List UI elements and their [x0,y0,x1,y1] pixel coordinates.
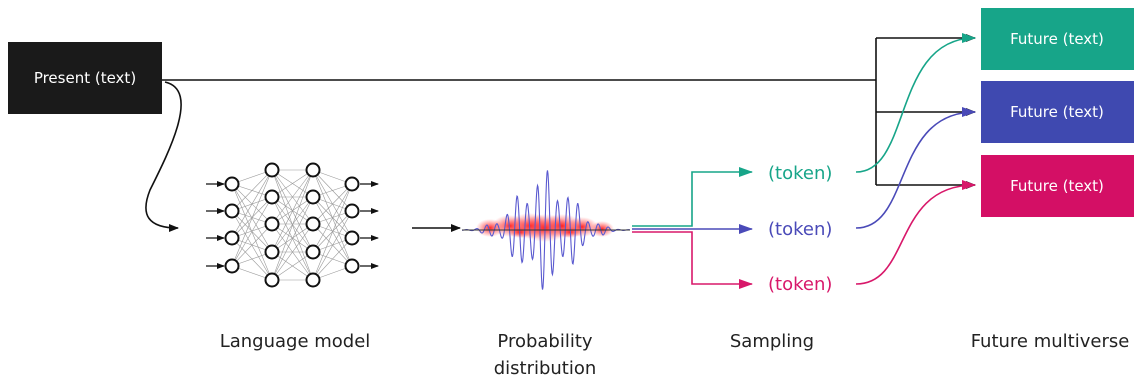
probability-distribution-icon [461,170,630,290]
present-to-model-arrow [145,81,182,232]
caption-distribution: distribution [494,358,597,379]
present-box: Present (text) [8,42,162,114]
caption-probability: Probability [497,331,592,352]
caption-language-model: Language model [220,331,371,352]
present-label: Present (text) [34,69,136,87]
token-3-label: (token) [768,274,832,295]
future-box-2: Future (text) [981,81,1134,143]
caption-sampling: Sampling [730,331,814,352]
token-to-future-curves [855,33,976,285]
future-box-1: Future (text) [981,8,1134,70]
language-model-network-icon [206,162,379,288]
sampling-branches [632,167,753,289]
future-2-label: Future (text) [1010,103,1104,121]
future-3-label: Future (text) [1010,177,1104,195]
present-to-future-connector [162,34,976,189]
caption-future-multiverse: Future multiverse [971,331,1130,352]
token-1-label: (token) [768,163,832,184]
future-box-3: Future (text) [981,155,1134,217]
future-1-label: Future (text) [1010,30,1104,48]
token-2-label: (token) [768,219,832,240]
